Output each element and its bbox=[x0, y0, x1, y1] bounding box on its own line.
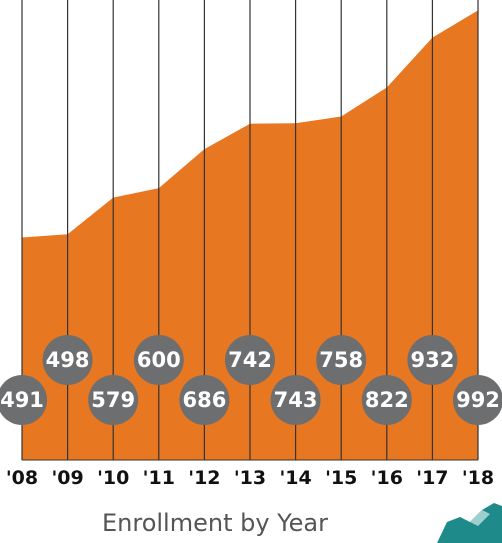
value-label: 743 bbox=[274, 388, 318, 412]
value-badge bbox=[88, 375, 139, 425]
value-label: 758 bbox=[319, 348, 363, 372]
x-tick-label: '13 bbox=[234, 467, 266, 489]
value-label: 579 bbox=[91, 388, 135, 412]
x-tick-label: '08 bbox=[6, 467, 38, 489]
value-badge bbox=[453, 375, 502, 425]
x-tick-label: '10 bbox=[97, 467, 129, 489]
x-tick-label: '12 bbox=[188, 467, 220, 489]
value-label: 932 bbox=[410, 348, 454, 372]
value-badge bbox=[316, 335, 367, 385]
value-label: 742 bbox=[228, 348, 272, 372]
value-badge bbox=[270, 375, 321, 425]
x-tick-label: '15 bbox=[325, 467, 357, 489]
value-label: 822 bbox=[365, 388, 409, 412]
value-badge bbox=[42, 335, 93, 385]
value-badge bbox=[0, 375, 47, 425]
value-label: 600 bbox=[137, 348, 181, 372]
value-badge bbox=[179, 375, 230, 425]
value-label: 498 bbox=[46, 348, 90, 372]
x-tick-label: '11 bbox=[143, 467, 175, 489]
value-label: 491 bbox=[0, 388, 44, 412]
x-tick-label: '09 bbox=[51, 467, 83, 489]
x-tick-label: '18 bbox=[462, 467, 494, 489]
x-tick-label: '14 bbox=[279, 467, 311, 489]
x-tick-label: '17 bbox=[416, 467, 448, 489]
value-label: 992 bbox=[456, 388, 500, 412]
x-tick-label: '16 bbox=[371, 467, 403, 489]
chart-title: Enrollment by Year bbox=[102, 509, 328, 537]
value-label: 686 bbox=[182, 388, 226, 412]
logo bbox=[437, 503, 502, 543]
value-badge bbox=[133, 335, 184, 385]
value-badge bbox=[407, 335, 458, 385]
value-badge bbox=[225, 335, 275, 385]
value-badge bbox=[361, 375, 412, 425]
